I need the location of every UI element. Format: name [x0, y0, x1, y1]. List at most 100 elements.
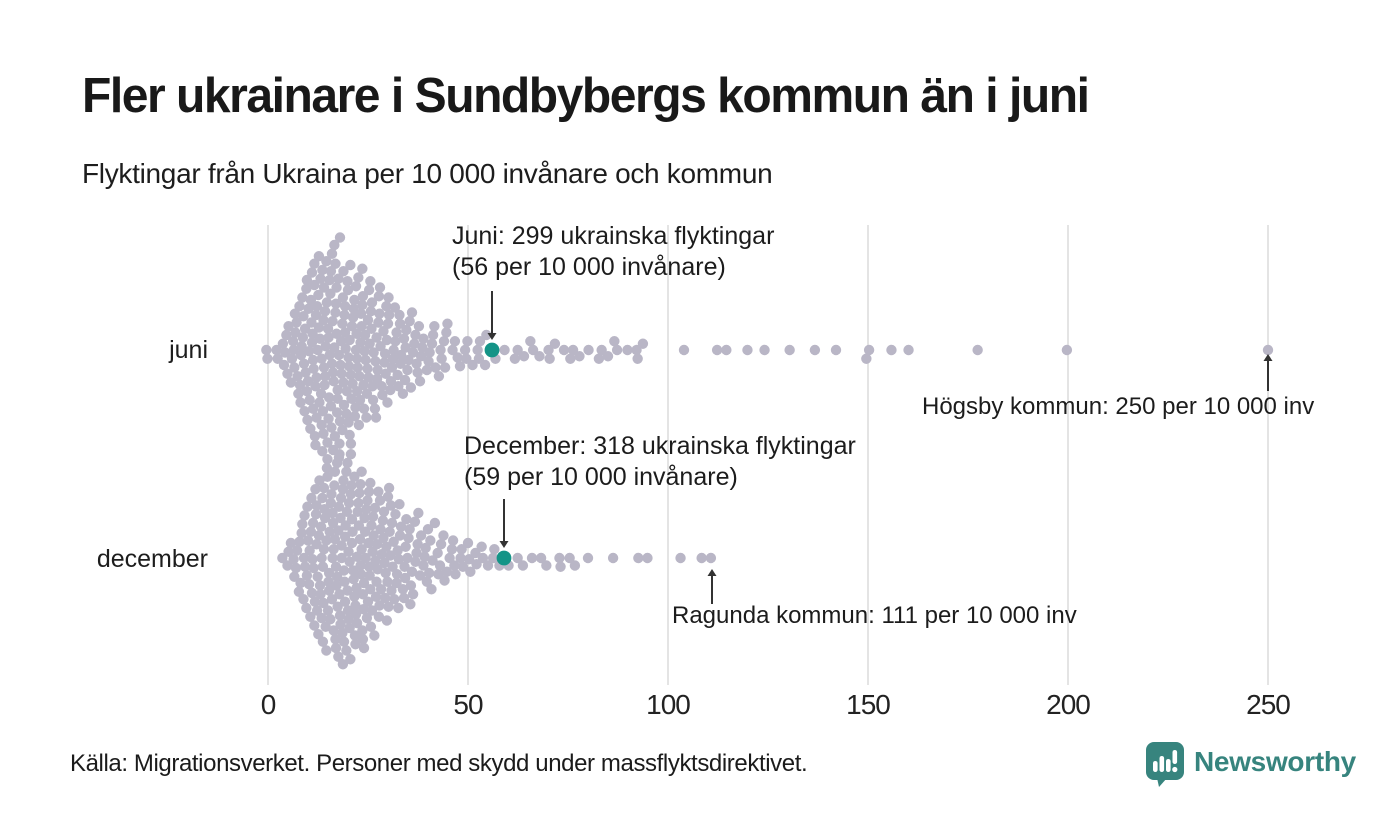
dot — [399, 572, 411, 584]
dot — [323, 332, 334, 343]
dot — [323, 392, 335, 403]
dot — [565, 353, 576, 364]
dot — [314, 475, 325, 486]
dot — [345, 369, 357, 381]
dot — [299, 561, 311, 572]
dot — [337, 318, 348, 329]
dot — [361, 504, 372, 515]
dot — [347, 312, 359, 323]
dot — [339, 327, 351, 338]
dot — [415, 530, 427, 541]
dot — [365, 621, 377, 632]
dot — [622, 344, 633, 356]
dot — [301, 386, 313, 397]
dot — [385, 384, 396, 396]
dot — [450, 569, 461, 580]
dot — [365, 276, 376, 287]
brand-logo: Newsworthy — [1146, 742, 1356, 788]
dot — [446, 544, 458, 555]
dot — [334, 589, 345, 600]
dot — [349, 591, 360, 602]
dot — [354, 371, 365, 382]
dot — [422, 524, 434, 535]
dot — [784, 344, 795, 356]
dot — [343, 352, 354, 363]
dot — [385, 550, 396, 561]
dot — [320, 341, 331, 352]
dot — [374, 308, 385, 319]
dot — [311, 372, 322, 383]
dot — [336, 368, 347, 379]
dot — [414, 570, 426, 581]
dot — [711, 344, 723, 356]
dot — [903, 344, 914, 356]
dot — [376, 549, 387, 560]
dot — [294, 379, 306, 391]
dot — [321, 645, 332, 656]
page-title: Fler ukrainare i Sundbybergs kommun än i… — [82, 69, 1090, 123]
dot — [326, 489, 337, 500]
dot — [326, 248, 338, 259]
dot — [420, 542, 431, 554]
dot — [301, 274, 313, 286]
dot — [322, 437, 333, 448]
dot — [429, 321, 440, 332]
dot — [489, 544, 500, 555]
dot — [335, 512, 346, 524]
dot — [350, 600, 361, 611]
dot — [406, 307, 418, 318]
dot — [362, 495, 373, 506]
dot — [1262, 344, 1274, 356]
dot — [365, 584, 376, 595]
dot — [472, 344, 483, 356]
dot — [409, 516, 421, 527]
dot — [329, 466, 341, 477]
dot — [297, 519, 308, 530]
dot — [307, 354, 319, 366]
dot — [391, 327, 402, 338]
dot — [317, 406, 329, 417]
highlight-dot — [496, 550, 512, 566]
dot — [526, 552, 538, 564]
dot — [343, 417, 354, 428]
dot — [346, 393, 357, 404]
dot — [392, 545, 403, 556]
dot — [447, 535, 459, 546]
dot — [430, 362, 441, 373]
dot — [554, 552, 565, 564]
dot — [394, 318, 406, 329]
dot — [465, 566, 476, 577]
dot — [360, 354, 371, 366]
dot — [363, 486, 375, 497]
dot — [291, 317, 302, 328]
dot — [282, 368, 293, 379]
dot — [318, 282, 330, 293]
dot — [347, 526, 358, 537]
dot — [287, 336, 299, 347]
dot — [423, 356, 434, 367]
dot — [303, 346, 315, 357]
dot — [296, 527, 307, 539]
dot — [367, 394, 379, 406]
dot — [318, 597, 329, 609]
dot — [368, 347, 379, 358]
dot — [331, 580, 342, 591]
dot — [357, 589, 369, 600]
arrow-juni-highlight-head — [487, 333, 497, 340]
dot — [277, 338, 289, 349]
dot — [387, 561, 398, 572]
dot — [323, 567, 335, 579]
dot — [678, 344, 690, 356]
dot — [381, 615, 393, 626]
dot — [535, 552, 547, 564]
dot — [337, 484, 349, 495]
dot — [631, 344, 642, 356]
dot — [696, 552, 707, 564]
dot — [311, 500, 322, 511]
dot — [331, 407, 343, 418]
annotation-december-line2: (59 per 10 000 invånare) — [464, 463, 738, 491]
dot — [310, 439, 321, 451]
dot — [324, 274, 335, 286]
dot — [334, 438, 345, 449]
x-tick-label: 100 — [646, 689, 691, 720]
